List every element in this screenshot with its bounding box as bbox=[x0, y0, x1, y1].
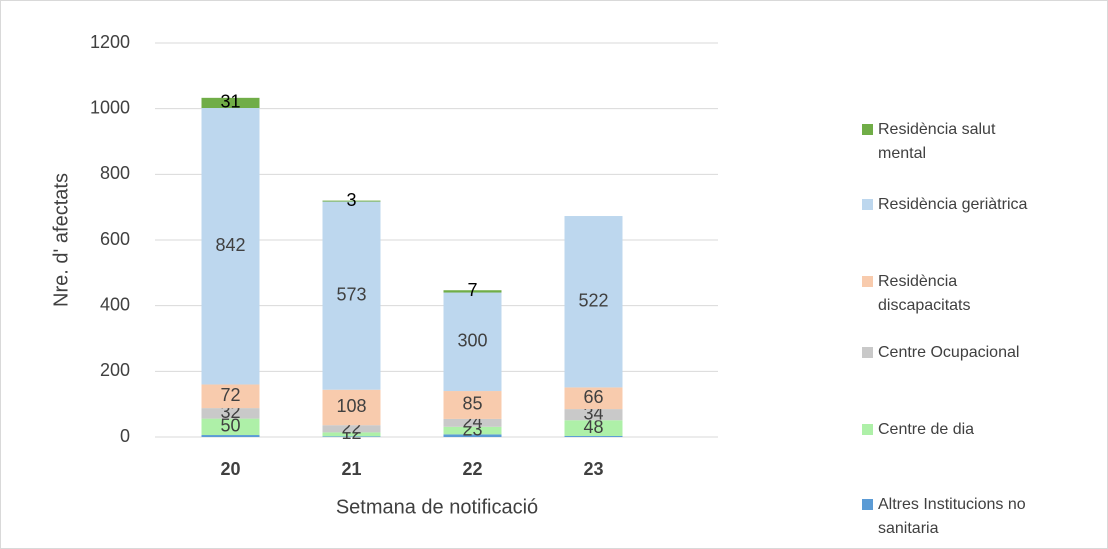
legend-label: Centre de dia bbox=[878, 421, 975, 438]
x-tick-label: 22 bbox=[462, 459, 482, 479]
x-tick-label: 23 bbox=[583, 459, 603, 479]
data-label: 842 bbox=[215, 235, 245, 255]
bar-segment bbox=[564, 420, 623, 437]
legend-label: Centre Ocupacional bbox=[878, 344, 1020, 361]
bar-segment bbox=[443, 391, 502, 419]
legend-label: Residència geriàtrica bbox=[878, 196, 1028, 213]
bar-segment bbox=[201, 418, 260, 436]
x-tick-label: 21 bbox=[341, 459, 361, 479]
bar-segment bbox=[201, 97, 260, 109]
legend-item: Centre Ocupacional bbox=[862, 341, 1037, 365]
legend-item: Residència geriàtrica bbox=[862, 193, 1037, 217]
data-label: 522 bbox=[578, 290, 608, 310]
bar-segment bbox=[201, 408, 260, 419]
bar-segment bbox=[201, 108, 260, 385]
legend-swatch bbox=[862, 424, 873, 435]
y-tick-label: 600 bbox=[100, 229, 130, 249]
data-label: 300 bbox=[457, 331, 487, 351]
data-label: 66 bbox=[583, 387, 603, 407]
y-axis-title: Nre. d' afectats bbox=[50, 173, 72, 307]
y-tick-label: 1200 bbox=[90, 32, 130, 52]
legend-label: Residència discapacitats bbox=[878, 273, 971, 314]
bar-segment bbox=[443, 434, 502, 437]
bar-segment bbox=[443, 418, 502, 427]
legend-item: Altres Institucions no sanitaria bbox=[862, 493, 1037, 541]
bar-segment bbox=[201, 435, 260, 437]
data-label: 48 bbox=[583, 417, 603, 437]
data-label: 108 bbox=[336, 396, 366, 416]
legend-item: Residència discapacitats bbox=[862, 270, 1037, 318]
bar-segment bbox=[201, 384, 260, 409]
data-label: 72 bbox=[220, 385, 240, 405]
legend-swatch bbox=[862, 199, 873, 210]
bar-segment bbox=[564, 409, 623, 421]
legend-swatch bbox=[862, 276, 873, 287]
data-label: 7 bbox=[467, 280, 477, 300]
legend-swatch bbox=[862, 499, 873, 510]
legend-item: Centre de dia bbox=[862, 418, 1037, 442]
data-label: 31 bbox=[220, 92, 240, 112]
bar-segment bbox=[322, 425, 381, 433]
y-tick-label: 200 bbox=[100, 360, 130, 380]
bar-segment bbox=[443, 292, 502, 392]
bar-segment bbox=[322, 432, 381, 437]
legend-item: Residència salut mental bbox=[862, 118, 1037, 166]
y-tick-label: 800 bbox=[100, 163, 130, 183]
bar-segment bbox=[322, 201, 381, 390]
bar-segment bbox=[322, 200, 381, 202]
bar-segment bbox=[443, 426, 502, 435]
bar-segment bbox=[564, 216, 623, 388]
y-tick-label: 400 bbox=[100, 294, 130, 314]
data-label: 85 bbox=[462, 394, 482, 414]
bar-segment bbox=[322, 436, 381, 437]
legend-label: Altres Institucions no sanitaria bbox=[878, 496, 1026, 537]
x-tick-label: 20 bbox=[220, 459, 240, 479]
legend-label: Residència salut mental bbox=[878, 121, 996, 162]
data-label: 50 bbox=[220, 416, 240, 436]
data-label: 3 bbox=[346, 190, 356, 210]
legend-swatch bbox=[862, 124, 873, 135]
y-tick-label: 1000 bbox=[90, 97, 130, 117]
data-label: 573 bbox=[336, 284, 366, 304]
legend-swatch bbox=[862, 347, 873, 358]
bar-segment bbox=[322, 389, 381, 426]
y-tick-label: 0 bbox=[120, 426, 130, 446]
bar-segment bbox=[443, 290, 502, 293]
x-axis-title: Setmana de notificació bbox=[336, 496, 538, 518]
bar-segment bbox=[564, 436, 623, 437]
bar-segment bbox=[564, 387, 623, 410]
